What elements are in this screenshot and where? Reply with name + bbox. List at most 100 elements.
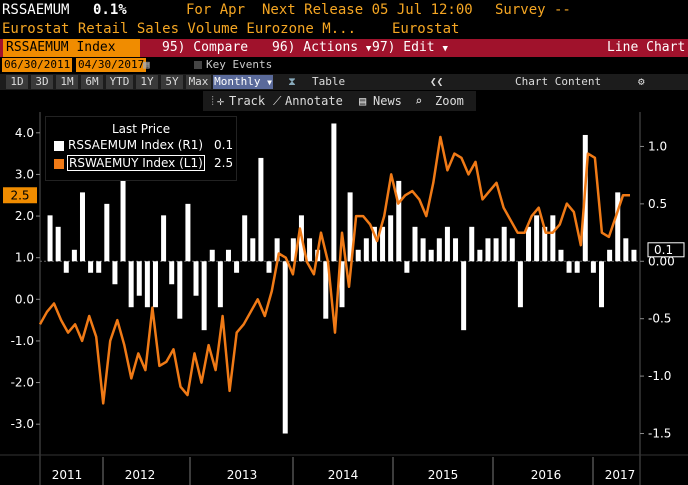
bar [623,238,629,262]
bar [534,215,540,262]
right-value-tag-label: 0.1 [654,243,673,257]
x-tick-label: 2012 [125,468,156,482]
bar [631,249,637,262]
bar [396,180,402,262]
calendar-icon[interactable]: ▦ [143,58,150,71]
bar [112,261,118,285]
bar [347,192,353,262]
security-input[interactable]: RSSAEMUM Index [3,39,136,57]
bar [266,261,272,273]
compare-button[interactable]: 95) Compare [162,40,249,55]
bar [501,226,507,262]
bar [152,261,158,308]
security-description: Eurostat Retail Sales Volume Eurozone M.… [2,21,357,37]
bar [331,123,337,262]
chart-content-button[interactable]: Chart Content [515,75,602,88]
left-tick-label: 0.0 [15,292,34,306]
period-1d[interactable]: 1D [6,75,28,89]
crosshair-icon: ✛ [217,94,225,108]
header-row: RSSAEMUM 0.1% For Apr Next Release 05 Ju… [0,0,688,20]
left-tick-label: 3.0 [15,167,34,181]
period-ytd[interactable]: YTD [106,75,133,89]
annotate-button[interactable]: Annotate [285,94,343,108]
bar [590,261,596,273]
left-tick-label: -1.0 [11,334,34,348]
bar [120,180,126,262]
x-tick-label: 2016 [531,468,562,482]
collapse-left-icon[interactable]: ❮❮ [430,75,444,88]
date-separator: - [67,58,74,71]
key-events-label: Key Events [206,58,273,71]
bar [436,238,442,262]
chart-icon[interactable]: ⧗ [288,75,296,88]
bar [542,226,548,262]
bar [234,261,240,273]
bar [161,215,167,262]
bar [169,261,175,285]
bar [217,261,223,308]
bar [550,215,556,262]
right-tick-label: 0.00 [648,254,675,268]
period-5y[interactable]: 5Y [161,75,183,89]
bar [526,226,532,262]
legend-swatch-bars [54,141,64,151]
chart-type-label[interactable]: Line Chart [607,40,686,55]
actions-button[interactable]: 96) Actions ▼ [272,40,372,55]
line-series [38,135,630,405]
pencil-icon: ⟋ [273,94,282,108]
ticker-label: RSSAEMUM [2,2,70,18]
zoom-button[interactable]: Zoom [435,94,464,108]
bar [615,192,621,262]
x-tick-label: 2013 [227,468,258,482]
magnifier-icon: ⌕ [415,94,423,108]
track-button[interactable]: Track [229,94,266,108]
period-1m[interactable]: 1M [56,75,78,89]
frequency-select[interactable]: Monthly ▼ [213,75,273,89]
left-tick-label: 4.0 [15,126,34,140]
bar [339,261,345,308]
bar [136,261,142,296]
bar [63,261,69,273]
right-value-tag [647,242,685,258]
table-button[interactable]: Table [312,75,346,88]
x-tick-label: 2011 [52,468,83,482]
period-max[interactable]: Max [186,75,211,89]
legend-entry-bars: RSSAEMUM Index (R1) [68,138,204,152]
edit-button[interactable]: 97) Edit ▼ [372,40,448,55]
chart-toolbar: ⁞ ✛ Track ⟋ Annotate ▤ News ⌕ Zoom [203,91,476,111]
news-button[interactable]: News [373,94,402,108]
legend-title: Last Price [112,122,171,136]
bar [201,261,207,331]
bar [363,238,369,262]
bar [242,215,248,262]
left-value-tag-label: 2.5 [10,188,29,202]
right-tick-label: -1.0 [648,369,671,383]
bar [558,249,564,262]
key-events-checkbox[interactable] [194,61,202,69]
bar [71,249,77,262]
bar [185,203,191,262]
period-1y[interactable]: 1Y [136,75,158,89]
bar [404,261,410,273]
legend-swatch-line [54,159,64,169]
start-date-field[interactable]: 06/30/2011 [2,58,73,72]
end-date-field[interactable]: 04/30/2017 [76,58,147,72]
news-icon: ▤ [359,94,367,108]
bar [428,249,434,262]
gear-icon[interactable]: ⚙ [638,75,645,88]
bar [55,226,61,262]
bar [493,238,499,262]
bar [323,261,329,319]
bar [509,238,515,262]
period-3d[interactable]: 3D [31,75,53,89]
bar [461,261,467,331]
command-bar: RSSAEMUM Index 95) Compare 96) Actions ▼… [0,39,688,57]
bar [517,261,523,308]
bar [574,261,580,273]
period-6m[interactable]: 6M [81,75,103,89]
drag-handle-icon[interactable]: ⁞ [209,94,217,108]
bar [607,249,613,262]
legend: Last Price RSSAEMUM Index (R1) 0.1 RSWAE… [45,116,237,181]
last-value: 0.1% [93,2,127,18]
